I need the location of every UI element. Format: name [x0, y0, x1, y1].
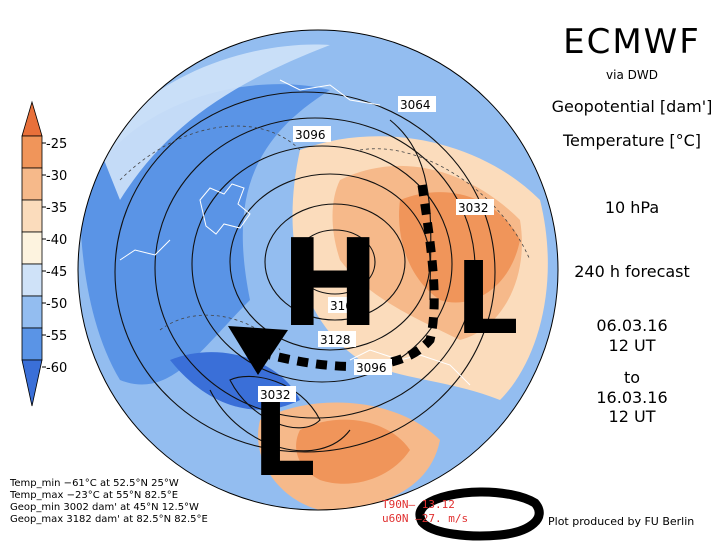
partial-line-1: T90N– 13.12	[382, 498, 455, 511]
colorbar: -25 -30 -35 -40 -45 -50 -55 -60	[21, 100, 67, 407]
vortex-track	[268, 184, 439, 371]
track-arrowhead	[228, 326, 288, 375]
contour-label-3: 3032	[458, 201, 489, 215]
valid-time: 12 UT	[608, 407, 656, 426]
contour-label-7: 316	[330, 299, 353, 313]
contour-label-1: 3064	[400, 98, 431, 112]
field-temperature: Temperature [°C]	[562, 131, 702, 150]
to-word: to	[623, 368, 641, 387]
geop-max: Geop_max 3182 dam' at 82.5°N 82.5°E	[10, 514, 208, 525]
colorbar-label-1: -25	[46, 137, 67, 152]
colorbar-label-2: -30	[46, 169, 67, 184]
contour-label-5: 3096	[356, 361, 387, 375]
init-time: 12 UT	[608, 336, 656, 355]
low-symbol-east: L	[455, 240, 519, 357]
contour-label-2: 3096	[295, 128, 326, 142]
pale-ring	[100, 44, 330, 200]
partial-line-2: u60N –27. m/s	[382, 512, 469, 525]
stats-block: Temp_min −61°C at 52.5°N 25°W Temp_max −…	[10, 478, 208, 526]
model-title: ECMWF	[563, 22, 701, 62]
contour-label-4: 3128	[320, 333, 351, 347]
partial-stats-text: T90N– 13.12 u60N –27. m/s	[382, 498, 468, 526]
geopotential-contours	[114, 91, 496, 453]
colorbar-label-8: -60	[46, 361, 67, 376]
high-symbol: H	[280, 215, 380, 354]
forecast-text: 240 h forecast	[574, 262, 690, 281]
colorbar-label-7: -55	[46, 329, 67, 344]
colorbar-top-arrow	[21, 100, 43, 137]
valid-date: 16.03.16	[596, 388, 668, 407]
credit-text: Plot produced by FU Berlin	[548, 515, 695, 528]
scribble-redaction	[415, 487, 544, 541]
map-border	[77, 29, 559, 511]
colorbar-label-4: -40	[46, 233, 67, 248]
hot-core-south	[296, 419, 410, 484]
colorbar-bottom-arrow	[21, 359, 43, 407]
contour-label-6: 3032	[260, 388, 291, 402]
field-geopotential: Geopotential [dam']	[551, 97, 713, 116]
colorbar-label-5: -45	[46, 265, 67, 280]
colorbar-label-3: -35	[46, 201, 67, 216]
colorbar-label-6: -50	[46, 297, 67, 312]
level-text: 10 hPa	[604, 198, 660, 217]
temp-max: Temp_max −23°C at 55°N 82.5°E	[10, 490, 179, 501]
source-text: via DWD	[606, 68, 658, 82]
geop-min: Geop_min 3002 dam' at 45°N 12.5°W	[10, 502, 199, 513]
coastlines	[119, 79, 471, 386]
init-date: 06.03.16	[596, 316, 668, 335]
pressure-symbols: H L L	[252, 215, 519, 499]
contour-value-labels: 3064 3096 3032 3128 3096 3032 316	[258, 96, 494, 402]
temp-min: Temp_min −61°C at 52.5°N 25°W	[10, 478, 179, 489]
low-symbol-south: L	[252, 382, 316, 499]
